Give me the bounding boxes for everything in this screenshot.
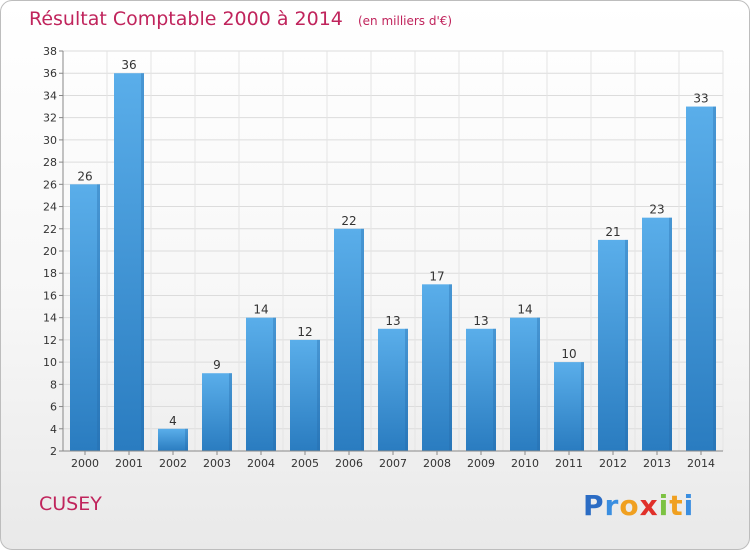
- y-tick-label: 12: [43, 334, 57, 347]
- x-tick-label-2009: 2009: [467, 457, 495, 470]
- x-tick-label-2011: 2011: [555, 457, 583, 470]
- bar-shade-2013: [669, 217, 672, 451]
- x-tick-label-2013: 2013: [643, 457, 671, 470]
- x-tick-label-2010: 2010: [511, 457, 539, 470]
- y-tick-label: 20: [43, 245, 57, 258]
- value-label-2002: 4: [169, 414, 177, 428]
- value-label-2010: 14: [517, 303, 532, 317]
- bar-2008: [422, 284, 452, 451]
- y-tick-label: 10: [43, 356, 57, 369]
- bar-shade-2001: [141, 73, 144, 451]
- y-tick-label: 18: [43, 267, 57, 280]
- y-tick-label: 6: [50, 401, 57, 414]
- logo-letter: o: [619, 489, 640, 522]
- bar-2007: [378, 328, 408, 451]
- bar-2003: [202, 373, 232, 451]
- chart-subtitle: (en milliers d'€): [357, 14, 453, 28]
- value-label-2008: 17: [429, 269, 444, 283]
- bar-2013: [642, 217, 672, 451]
- value-label-2005: 12: [297, 325, 312, 339]
- value-label-2006: 22: [341, 214, 356, 228]
- bar-2000: [70, 184, 100, 452]
- bar-shade-2008: [449, 284, 452, 451]
- bar-shade-2003: [229, 373, 232, 451]
- bar-2010: [510, 317, 540, 451]
- x-tick-label-2003: 2003: [203, 457, 231, 470]
- value-label-2000: 26: [77, 169, 92, 183]
- x-tick-label-2005: 2005: [291, 457, 319, 470]
- x-tick-label-2006: 2006: [335, 457, 363, 470]
- value-label-2011: 10: [561, 347, 576, 361]
- y-tick-label: 2: [50, 445, 57, 458]
- bar-shade-2012: [625, 239, 628, 451]
- bar-shade-2007: [405, 328, 408, 451]
- logo-letter: t: [669, 489, 684, 522]
- bar-shade-2010: [537, 317, 540, 451]
- chart-title: Résultat Comptable 2000 à 2014: [29, 8, 343, 30]
- logo-letter: i: [658, 489, 670, 522]
- bar-shade-2011: [581, 362, 584, 451]
- y-tick-label: 16: [43, 289, 57, 302]
- x-tick-label-2014: 2014: [687, 457, 715, 470]
- bar-2011: [554, 362, 584, 451]
- logo-letter: i: [683, 489, 695, 522]
- bar-2009: [466, 328, 496, 451]
- bar-shade-2005: [317, 339, 320, 451]
- bar-2014: [686, 106, 716, 452]
- x-tick-label-2008: 2008: [423, 457, 451, 470]
- value-label-2007: 13: [385, 314, 400, 328]
- x-tick-label-2001: 2001: [115, 457, 143, 470]
- y-tick-label: 38: [43, 45, 57, 58]
- bar-2005: [290, 339, 320, 451]
- x-tick-label-2000: 2000: [71, 457, 99, 470]
- bar-2006: [334, 228, 364, 451]
- x-tick-label-2007: 2007: [379, 457, 407, 470]
- bar-shade-2014: [713, 106, 716, 452]
- x-tick-label-2012: 2012: [599, 457, 627, 470]
- x-tick-label-2004: 2004: [247, 457, 275, 470]
- y-tick-label: 28: [43, 156, 57, 169]
- y-tick-label: 30: [43, 134, 57, 147]
- bar-shade-2006: [361, 228, 364, 451]
- logo-letter: x: [639, 489, 659, 522]
- y-tick-label: 24: [43, 201, 57, 214]
- value-label-2004: 14: [253, 303, 268, 317]
- logo-letter: r: [604, 489, 620, 522]
- bar-2012: [598, 239, 628, 451]
- x-tick-label-2002: 2002: [159, 457, 187, 470]
- bar-shade-2002: [185, 428, 188, 451]
- value-label-2013: 23: [649, 203, 664, 217]
- value-label-2003: 9: [213, 358, 221, 372]
- proxiti-logo: Proxiti: [583, 489, 694, 522]
- value-label-2001: 36: [121, 58, 136, 72]
- y-tick-label: 14: [43, 312, 57, 325]
- y-tick-label: 8: [50, 378, 57, 391]
- y-tick-label: 36: [43, 67, 57, 80]
- value-label-2009: 13: [473, 314, 488, 328]
- bar-2004: [246, 317, 276, 451]
- town-name: CUSEY: [39, 493, 102, 515]
- bar-shade-2009: [493, 328, 496, 451]
- value-label-2014: 33: [693, 92, 708, 106]
- y-tick-label: 34: [43, 89, 57, 102]
- logo-letter: P: [583, 489, 605, 522]
- y-tick-label: 32: [43, 112, 57, 125]
- y-tick-label: 22: [43, 223, 57, 236]
- bar-2002: [158, 428, 188, 451]
- value-label-2012: 21: [605, 225, 620, 239]
- title-row: Résultat Comptable 2000 à 2014 (en milli…: [29, 8, 452, 30]
- y-tick-label: 4: [50, 423, 57, 436]
- bar-shade-2004: [273, 317, 276, 451]
- y-tick-label: 26: [43, 178, 57, 191]
- bar-2001: [114, 73, 144, 451]
- bar-shade-2000: [97, 184, 100, 452]
